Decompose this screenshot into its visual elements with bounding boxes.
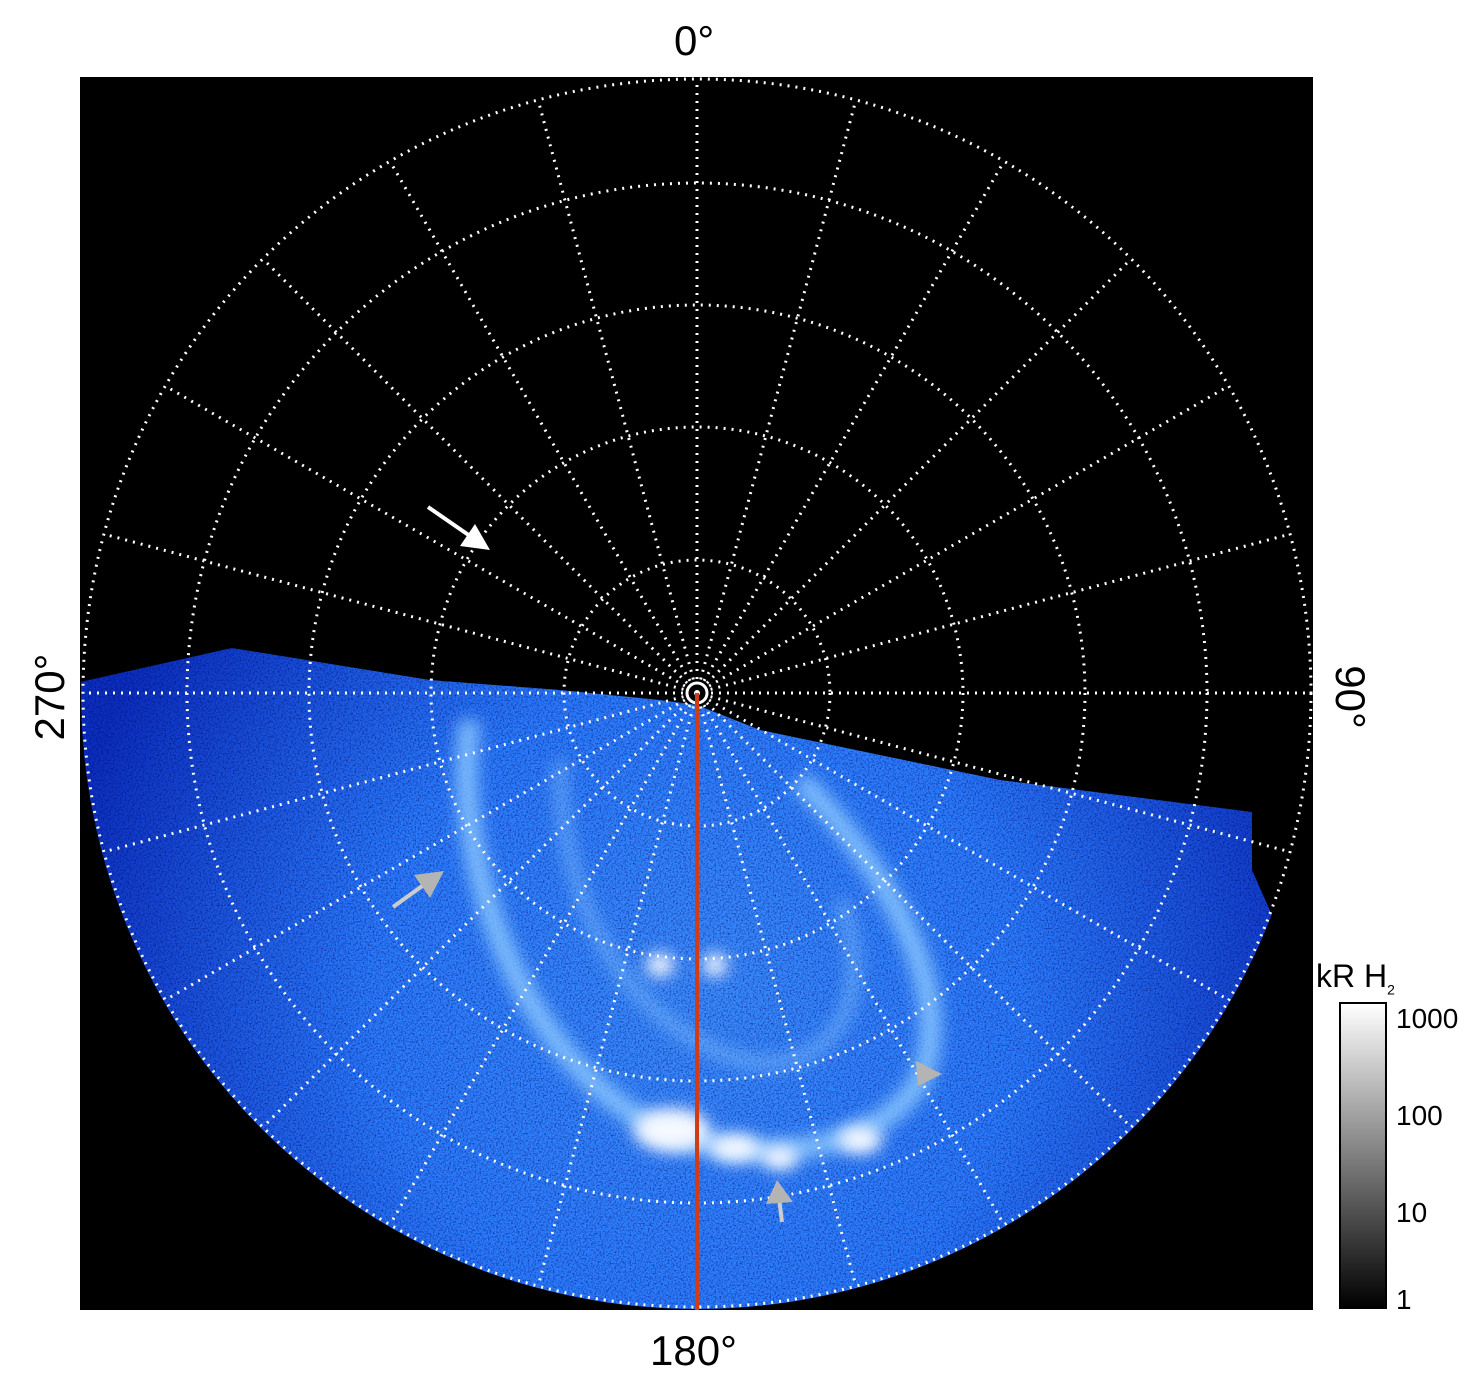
colorbar-tick-1000: 1000 [1396,1003,1459,1034]
arrow-white [426,505,490,550]
arrow-gray-bottom [766,1180,793,1223]
label-90-deg: 90° [1327,665,1374,729]
colorbar-title-text: kR H [1316,958,1388,994]
label-0-deg: 0° [674,17,715,64]
label-180-deg: 180° [650,1327,737,1374]
arrow-gray-left [391,871,444,909]
colorbar-title: kR H2 [1316,960,1395,996]
colorbar-tick-1: 1 [1396,1284,1412,1315]
colorbar-tick-10: 10 [1396,1197,1428,1228]
colorbar-title-subscript: 2 [1387,981,1395,998]
latitude-ring [81,77,1313,1309]
arrow-gray-right [916,1061,942,1086]
label-270-deg: 270° [26,653,73,741]
colorbar-tick-100: 100 [1396,1100,1443,1131]
colorbar [1339,1002,1387,1309]
